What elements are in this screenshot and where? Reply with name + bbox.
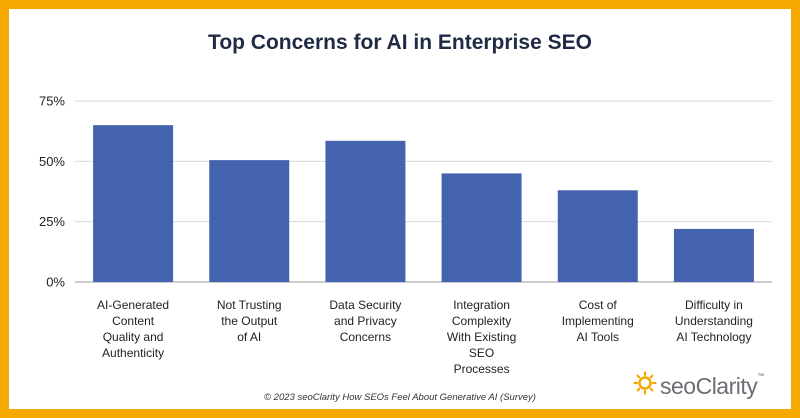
- x-tick-label-line: Implementing: [561, 314, 634, 328]
- x-tick-label-line: the Output: [221, 314, 278, 328]
- x-tick-label-line: Difficulty in: [685, 298, 743, 312]
- x-tick-label-line: Concerns: [339, 330, 392, 344]
- x-tick-label: Cost of Implementing AI Tools: [538, 297, 658, 345]
- sun-icon: [633, 371, 657, 401]
- logo-text: seoClarity: [660, 372, 758, 399]
- bar: [441, 173, 522, 282]
- x-tick-label-line: AI-Generated: [97, 298, 170, 312]
- logo-trademark: ™: [757, 373, 764, 380]
- x-tick-label-line: Content: [112, 314, 155, 328]
- bar: [209, 160, 290, 282]
- y-tick-label: 25%: [39, 214, 65, 229]
- x-tick-label-line: AI Tools: [576, 330, 619, 344]
- chart-title: Top Concerns for AI in Enterprise SEO: [208, 31, 592, 54]
- x-tick-label-line: Quality and: [102, 330, 164, 344]
- x-tick-label-line: Data Security: [329, 298, 402, 312]
- footer-text: © 2023 seoClarity How SEOs Feel About Ge…: [264, 392, 536, 403]
- seoclarity-logo: seoClarity ™: [633, 371, 764, 401]
- x-tick-label-line: Not Trusting: [216, 298, 282, 312]
- bar: [673, 228, 754, 282]
- bar-chart: 0% 25% 50% 75%: [39, 94, 772, 290]
- x-tick-label: AI-Generated Content Quality and Authentici…: [73, 297, 193, 361]
- bar: [325, 140, 406, 282]
- y-tick-label: 50%: [39, 154, 65, 169]
- x-tick-label-line: AI Technology: [676, 330, 752, 344]
- x-tick-label-line: of AI: [237, 330, 262, 344]
- x-tick-label: Not Trusting the Output of AI: [189, 297, 309, 345]
- x-tick-label: Integration Complexity With Existing SEO Pro…: [422, 297, 542, 377]
- chart-frame: Top Concerns for AI in Enterprise SEO 0%…: [9, 9, 791, 409]
- y-tick-label: 75%: [39, 94, 65, 109]
- x-tick-label-line: Authenticity: [102, 346, 165, 360]
- x-tick-label-line: Understanding: [674, 314, 753, 328]
- y-tick-label: 0%: [46, 275, 65, 290]
- x-tick-label-line: With Existing: [446, 330, 517, 344]
- x-tick-label-line: Processes: [453, 362, 510, 376]
- x-tick-label-line: and Privacy: [334, 314, 397, 328]
- x-tick-label-line: Cost of: [578, 298, 617, 312]
- x-tick-label-line: Complexity: [451, 314, 512, 328]
- x-tick-label: Difficulty in Understanding AI Technology: [654, 297, 774, 345]
- x-tick-label-line: Integration: [453, 298, 510, 312]
- x-tick-label: Data Security and Privacy Concerns: [305, 297, 425, 345]
- bar: [93, 125, 174, 282]
- bar: [557, 190, 638, 282]
- x-tick-label-line: SEO: [468, 346, 495, 360]
